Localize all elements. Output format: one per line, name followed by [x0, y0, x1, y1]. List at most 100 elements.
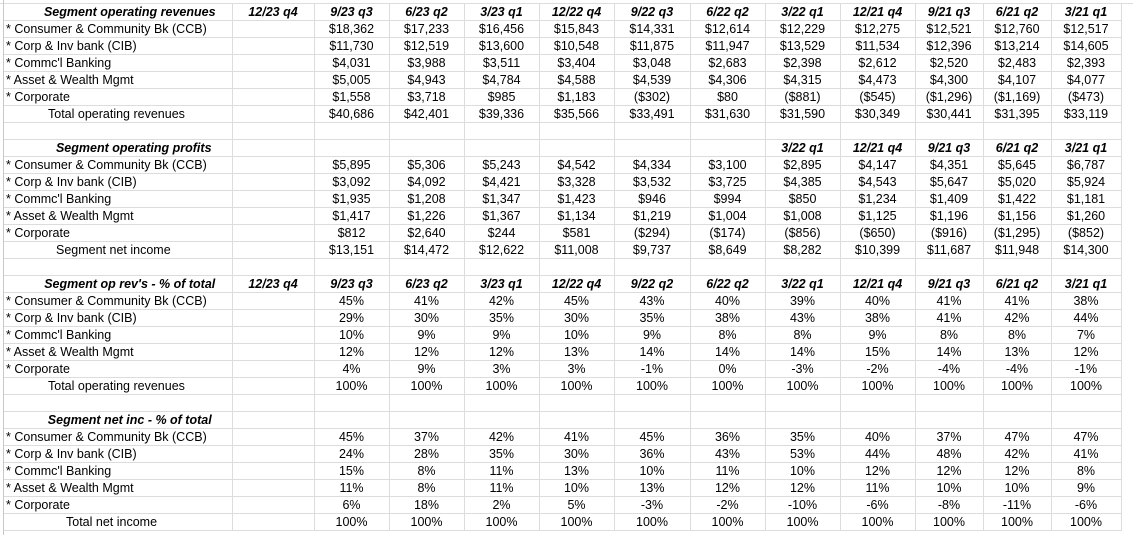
value-cell[interactable]: $12,229 [765, 20, 841, 38]
total-value-cell[interactable]: $8,282 [765, 241, 841, 259]
value-cell[interactable]: $3,092 [314, 173, 390, 191]
value-cell[interactable]: $3,718 [389, 88, 465, 106]
value-cell[interactable]: $2,393 [1051, 54, 1122, 72]
empty-cell[interactable] [690, 258, 766, 276]
value-cell[interactable]: 43% [765, 309, 841, 327]
total-value-cell[interactable]: $13,151 [314, 241, 390, 259]
value-cell[interactable]: $4,385 [765, 173, 841, 191]
row-label-cell[interactable]: * Commc'l Banking [4, 326, 233, 344]
value-cell[interactable]: 35% [464, 445, 540, 463]
value-cell[interactable]: 12% [690, 479, 766, 497]
value-cell[interactable]: $1,183 [539, 88, 615, 106]
empty-cell[interactable] [840, 122, 916, 140]
period-header-cell[interactable]: 3/21 q1 [1051, 4, 1122, 21]
period-header-cell[interactable]: 3/21 q1 [1051, 139, 1122, 157]
value-cell[interactable] [232, 462, 315, 480]
value-cell[interactable]: $3,725 [690, 173, 766, 191]
period-header-cell[interactable]: 9/21 q3 [915, 275, 984, 293]
value-cell[interactable]: 8% [915, 326, 984, 344]
value-cell[interactable]: $12,614 [690, 20, 766, 38]
value-cell[interactable] [232, 343, 315, 361]
total-value-cell[interactable]: $11,948 [983, 241, 1052, 259]
value-cell[interactable]: $4,588 [539, 71, 615, 89]
total-value-cell[interactable]: 100% [1051, 513, 1122, 531]
value-cell[interactable]: 13% [539, 462, 615, 480]
value-cell[interactable]: $12,517 [1051, 20, 1122, 38]
value-cell[interactable]: -10% [765, 496, 841, 514]
value-cell[interactable] [232, 445, 315, 463]
value-cell[interactable]: 9% [1051, 479, 1122, 497]
value-cell[interactable]: $4,092 [389, 173, 465, 191]
value-cell[interactable]: 14% [915, 343, 984, 361]
row-label-cell[interactable]: * Corp & Inv bank (CIB) [4, 309, 233, 327]
value-cell[interactable]: $1,134 [539, 207, 615, 225]
empty-cell[interactable] [915, 394, 984, 412]
row-label-cell[interactable]: * Corporate [4, 496, 233, 514]
value-cell[interactable]: 12% [983, 462, 1052, 480]
total-value-cell[interactable]: $11,008 [539, 241, 615, 259]
value-cell[interactable]: ($545) [840, 88, 916, 106]
value-cell[interactable]: $2,895 [765, 156, 841, 174]
value-cell[interactable]: 8% [389, 462, 465, 480]
value-cell[interactable] [232, 428, 315, 446]
total-value-cell[interactable]: 100% [389, 377, 465, 395]
value-cell[interactable]: $1,260 [1051, 207, 1122, 225]
value-cell[interactable]: 8% [765, 326, 841, 344]
value-cell[interactable]: 42% [464, 292, 540, 310]
period-header-cell[interactable] [389, 139, 465, 157]
total-value-cell[interactable]: $31,590 [765, 105, 841, 123]
value-cell[interactable]: $1,234 [840, 190, 916, 208]
value-cell[interactable]: 38% [690, 309, 766, 327]
value-cell[interactable]: $994 [690, 190, 766, 208]
value-cell[interactable]: 8% [983, 326, 1052, 344]
value-cell[interactable] [232, 207, 315, 225]
value-cell[interactable]: 24% [314, 445, 390, 463]
value-cell[interactable]: 47% [1051, 428, 1122, 446]
value-cell[interactable]: $4,107 [983, 71, 1052, 89]
value-cell[interactable] [232, 20, 315, 38]
value-cell[interactable]: 35% [464, 309, 540, 327]
row-label-cell[interactable]: * Consumer & Community Bk (CCB) [4, 156, 233, 174]
value-cell[interactable]: 45% [539, 292, 615, 310]
total-value-cell[interactable]: 100% [614, 377, 691, 395]
period-header-cell[interactable]: 6/22 q2 [690, 275, 766, 293]
value-cell[interactable]: 12% [915, 462, 984, 480]
value-cell[interactable]: 9% [389, 360, 465, 378]
value-cell[interactable]: ($881) [765, 88, 841, 106]
period-header-cell[interactable] [464, 139, 540, 157]
value-cell[interactable]: $2,398 [765, 54, 841, 72]
period-header-cell[interactable] [314, 411, 390, 429]
total-value-cell[interactable]: $12,622 [464, 241, 540, 259]
value-cell[interactable]: 41% [1051, 445, 1122, 463]
value-cell[interactable]: $3,404 [539, 54, 615, 72]
value-cell[interactable]: ($473) [1051, 88, 1122, 106]
row-label-cell[interactable]: * Asset & Wealth Mgmt [4, 71, 233, 89]
period-header-cell[interactable]: 9/21 q3 [915, 139, 984, 157]
total-value-cell[interactable]: $9,737 [614, 241, 691, 259]
value-cell[interactable]: $15,843 [539, 20, 615, 38]
value-cell[interactable]: 29% [314, 309, 390, 327]
value-cell[interactable] [232, 37, 315, 55]
value-cell[interactable]: $12,521 [915, 20, 984, 38]
period-header-cell[interactable]: 3/22 q1 [765, 139, 841, 157]
total-value-cell[interactable] [232, 105, 315, 123]
value-cell[interactable]: $12,275 [840, 20, 916, 38]
total-value-cell[interactable]: 100% [539, 377, 615, 395]
value-cell[interactable]: 40% [690, 292, 766, 310]
value-cell[interactable]: -6% [1051, 496, 1122, 514]
value-cell[interactable]: 5% [539, 496, 615, 514]
value-cell[interactable] [232, 326, 315, 344]
total-value-cell[interactable]: 100% [614, 513, 691, 531]
total-value-cell[interactable]: $35,566 [539, 105, 615, 123]
value-cell[interactable]: ($1,295) [983, 224, 1052, 242]
value-cell[interactable]: 18% [389, 496, 465, 514]
total-value-cell[interactable]: $14,472 [389, 241, 465, 259]
value-cell[interactable]: $946 [614, 190, 691, 208]
total-value-cell[interactable]: $33,491 [614, 105, 691, 123]
value-cell[interactable]: 30% [389, 309, 465, 327]
row-label-cell[interactable]: * Corporate [4, 224, 233, 242]
value-cell[interactable]: $4,315 [765, 71, 841, 89]
total-value-cell[interactable]: $31,395 [983, 105, 1052, 123]
total-value-cell[interactable]: 100% [690, 377, 766, 395]
value-cell[interactable] [232, 479, 315, 497]
